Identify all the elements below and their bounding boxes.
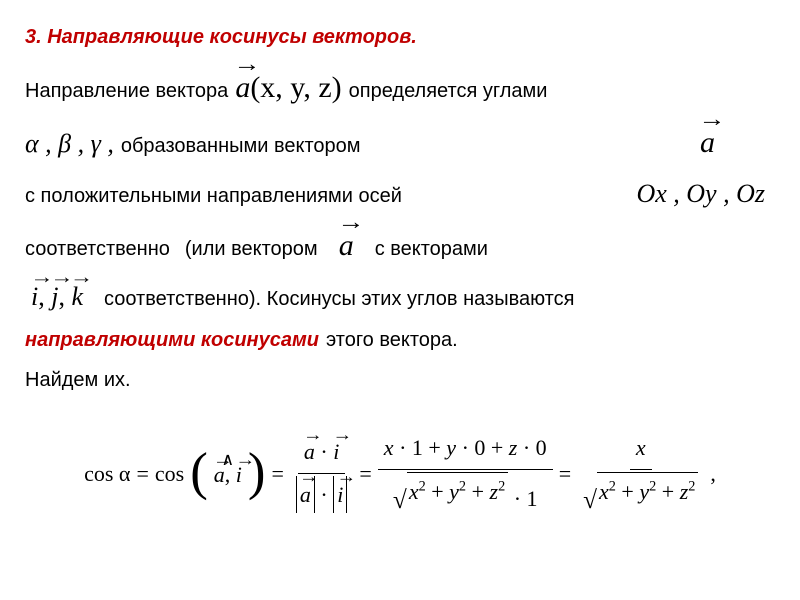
term-accent: направляющими косинусами: [25, 323, 319, 357]
greek-angles: α , β , γ ,: [25, 122, 114, 166]
text: образованными вектором: [121, 129, 361, 163]
equals-2: =: [272, 455, 284, 492]
equals-3: =: [359, 455, 371, 492]
section-title: 3. Направляющие косинусы векторов.: [25, 20, 775, 54]
line-2: α , β , γ , образованными вектором a: [25, 117, 775, 168]
line-5: i, j, k соответственно). Косинусы этих у…: [25, 275, 775, 319]
frac-3: x √ x2 + y2 + z2: [577, 427, 704, 519]
equals-4: =: [559, 455, 571, 492]
vec-a-inline: a: [339, 220, 354, 271]
frac-1: a · i a · i: [290, 431, 353, 515]
eq-tail: ,: [710, 455, 716, 492]
text: с векторами: [375, 232, 488, 266]
axes: Ox , Oy , Oz: [636, 172, 765, 216]
text: определяется углами: [349, 74, 548, 108]
text: (или вектором: [185, 232, 318, 266]
equals-1: =: [136, 455, 148, 492]
line-7: Найдем их.: [25, 363, 775, 397]
angle-ai: ∧ a, i: [214, 460, 242, 486]
lparen-1: (: [190, 457, 208, 489]
vec-ijk: i, j, k: [31, 275, 83, 319]
text: соответственно). Косинусы этих углов наз…: [104, 282, 574, 316]
rparen-1: ): [248, 457, 266, 489]
frac-2: x · 1 + y · 0 + z · 0 √ x2 + y2 + z2 · 1: [378, 427, 553, 519]
vec-a: a: [700, 117, 715, 168]
line-1: Направление вектора a(x, y, z) определяе…: [25, 62, 775, 113]
text: этого вектора.: [326, 323, 458, 357]
main-equation: cos α = cos ( ∧ a, i ) = a · i a · i = x…: [25, 427, 775, 519]
expr-a-xyz: a(x, y, z): [235, 62, 341, 113]
cos-fn: cos: [155, 455, 184, 492]
text: Направление вектора: [25, 74, 228, 108]
line-6: направляющими косинусами этого вектора.: [25, 323, 775, 357]
lhs: cos α: [84, 455, 130, 492]
line-3: с положительными направлениями осей Ox ,…: [25, 172, 775, 216]
text: соответственно: [25, 232, 170, 266]
line-4: соответственно (или вектором a с вектора…: [25, 220, 775, 271]
text: Найдем их.: [25, 363, 131, 397]
